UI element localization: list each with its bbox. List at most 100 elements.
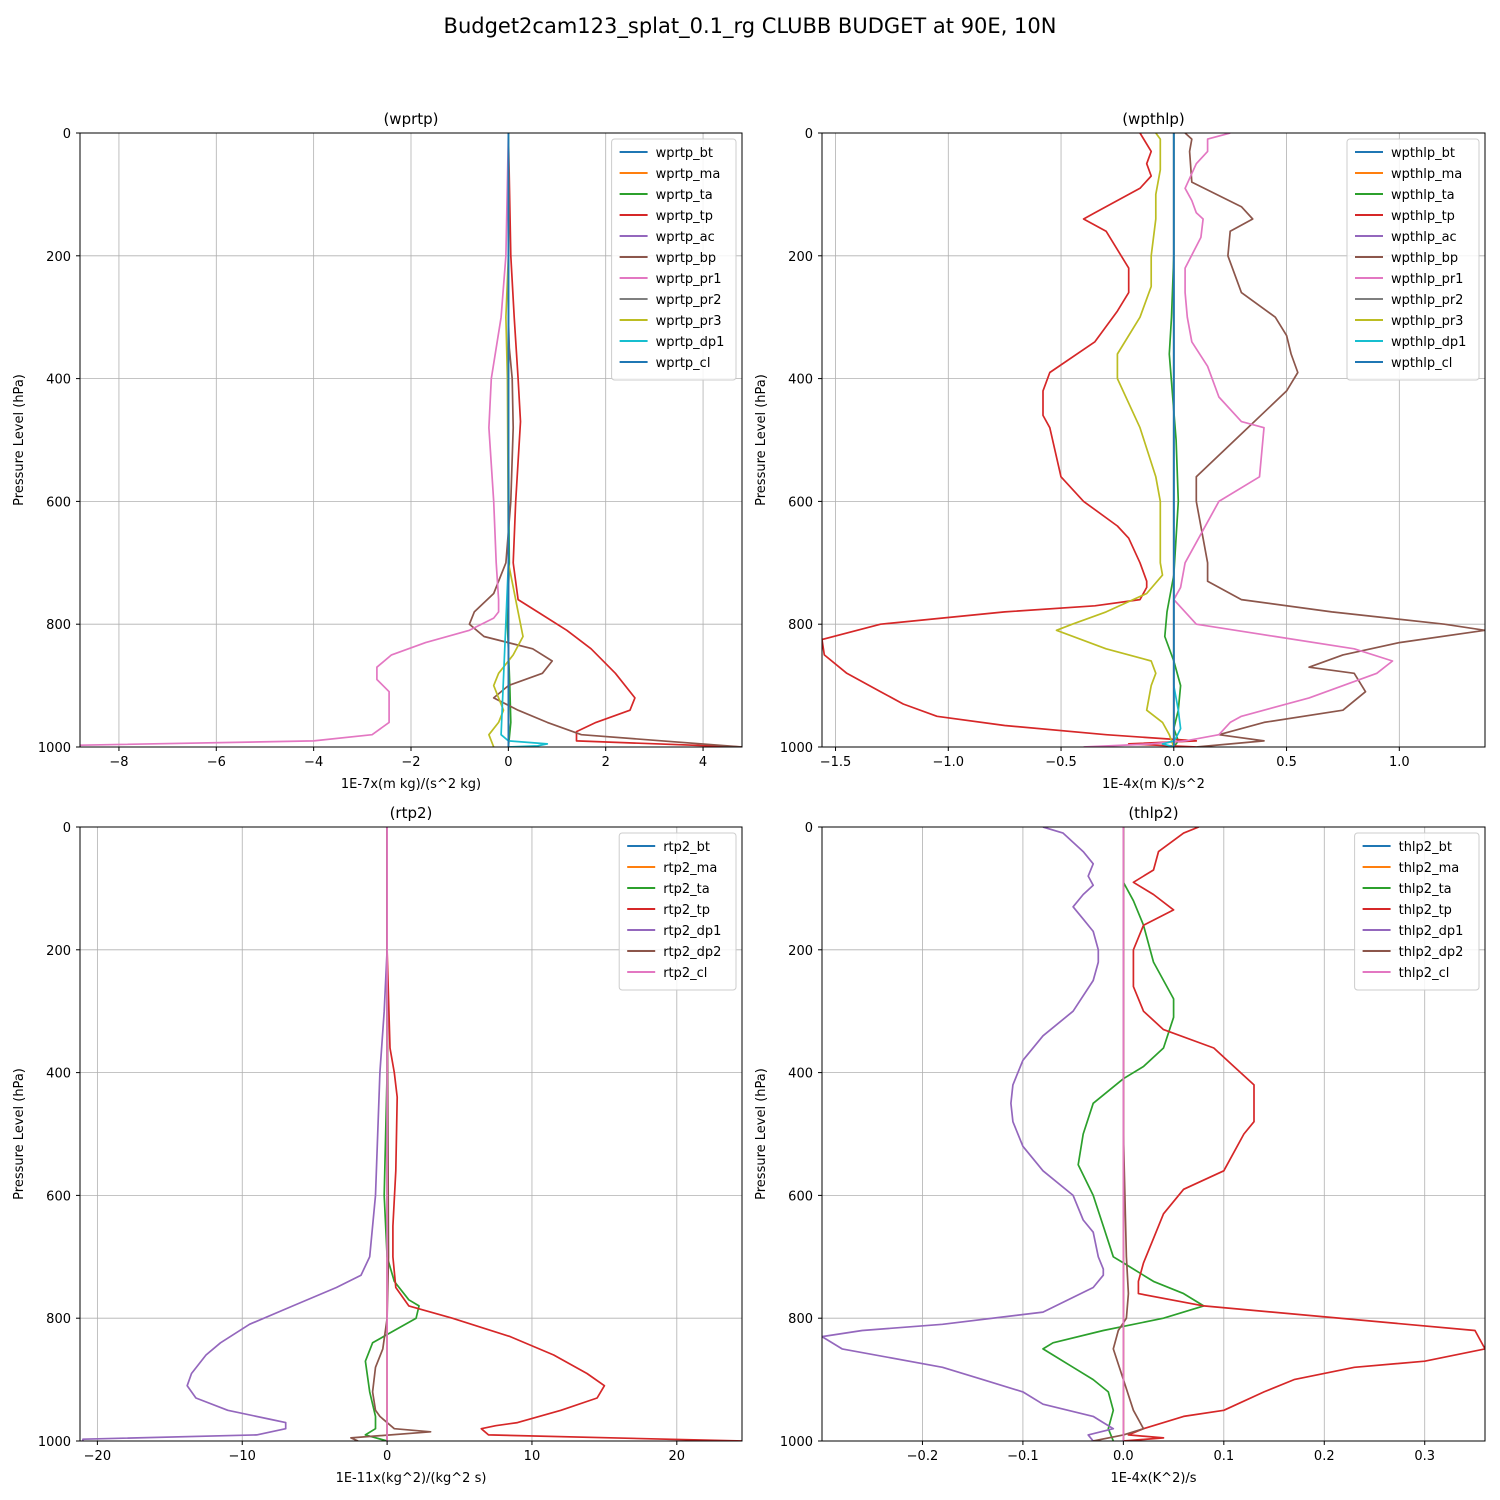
series-line-wpthlp_ta	[1163, 133, 1182, 747]
legend-label: wpthlp_bp	[1391, 251, 1458, 266]
series-line-wpthlp_pr3	[1055, 133, 1175, 747]
legend-label: wprtp_dp1	[656, 335, 725, 350]
y-tick-label: 800	[788, 618, 813, 633]
panel-title: (rtp2)	[390, 804, 433, 822]
x-tick-label: −0.1	[1007, 1449, 1039, 1464]
legend-label: thlp2_tp	[1399, 903, 1452, 918]
legend-label: wpthlp_tp	[1391, 209, 1455, 224]
legend: wprtp_bt wprtp_ma wprtp_ta wprtp_tp wprtp_ac…	[611, 138, 737, 381]
series-line-wprtp_bp	[468, 133, 742, 747]
x-tick-label: −2	[401, 755, 420, 770]
legend-label: wpthlp_bt	[1391, 146, 1455, 161]
x-tick-label: −0.5	[1045, 755, 1077, 770]
axes-frame	[821, 826, 1486, 1442]
x-tick-label: −4	[304, 755, 323, 770]
panel-title: (thlp2)	[1128, 804, 1178, 822]
series-line-wprtp_tp	[507, 133, 742, 747]
x-axis-label: 1E-4x(m K)/s^2	[1102, 777, 1205, 792]
panel-rtp2: −20 −10 0 10 2002004006008001000(rtp2)1E-11x…	[12, 804, 743, 1486]
x-tick-label: 0.1	[1213, 1449, 1234, 1464]
series-line-wprtp_pr1	[80, 133, 510, 747]
legend-label: thlp2_ta	[1399, 882, 1452, 897]
y-tick-label: 400	[46, 373, 71, 388]
legend-label: rtp2_cl	[663, 966, 707, 981]
panel-title: (wprtp)	[383, 110, 438, 128]
legend-label: wpthlp_pr3	[1391, 314, 1463, 329]
x-tick-label: −1.5	[820, 755, 852, 770]
legend-label: wpthlp_pr2	[1391, 293, 1463, 308]
y-axis-label: Pressure Level (hPa)	[12, 374, 27, 506]
series-line-wpthlp_tp	[822, 133, 1198, 747]
series-group	[822, 827, 1485, 1441]
series-line-wpthlp_pr1	[1083, 133, 1394, 747]
x-tick-label: −1.0	[932, 755, 964, 770]
y-tick-label: 600	[46, 495, 71, 510]
x-tick-label: −0.2	[907, 1449, 939, 1464]
legend-label: wprtp_ac	[656, 230, 715, 245]
y-tick-label: 1000	[38, 741, 71, 756]
legend: thlp2_bt thlp2_ma thlp2_ta thlp2_tp thlp2_dp…	[1354, 832, 1480, 991]
x-tick-label: −10	[229, 1449, 256, 1464]
x-tick-label: −20	[84, 1449, 111, 1464]
x-axis-label: 1E-7x(m kg)/(s^2 kg)	[341, 777, 481, 792]
series-line-rtp2_tp	[386, 827, 742, 1441]
y-tick-label: 600	[788, 495, 813, 510]
series-line-thlp2_dp1	[822, 827, 1115, 1441]
x-tick-label: 1.0	[1389, 755, 1410, 770]
legend-label: wpthlp_ma	[1391, 167, 1462, 182]
x-tick-label: 10	[524, 1449, 541, 1464]
y-tick-label: 0	[805, 127, 813, 142]
y-tick-label: 400	[46, 1067, 71, 1082]
series-line-rtp2_dp1	[82, 827, 388, 1441]
series-line-wprtp_pr3	[488, 133, 524, 747]
y-tick-label: 0	[63, 127, 71, 142]
legend: wpthlp_bt wpthlp_ma wpthlp_ta wpthlp_tpwpth…	[1346, 138, 1480, 381]
y-tick-label: 600	[46, 1189, 71, 1204]
legend-label: wpthlp_ta	[1391, 188, 1455, 203]
x-tick-label: 0.5	[1276, 755, 1297, 770]
y-tick-label: 600	[788, 1189, 813, 1204]
series-line-thlp2_ta	[1042, 827, 1205, 1441]
y-tick-label: 200	[788, 944, 813, 959]
panel-wpthlp: −1.5 −1.0 −0.5 0.0 0.5 1.0 0 200 400 600 800 1000 (w…	[754, 110, 1486, 792]
y-tick-label: 0	[63, 821, 71, 836]
y-tick-label: 200	[788, 250, 813, 265]
panel-thlp2: −0.2 −0.1 0.0 0.1 0.2 0.3 0 200 400 600 800 1000 (th…	[754, 804, 1486, 1486]
axes-frame	[79, 826, 743, 1442]
x-tick-label: 0	[504, 755, 512, 770]
legend-label: wpthlp_cl	[1391, 356, 1452, 371]
y-tick-label: 800	[788, 1312, 813, 1327]
series-line-wpthlp_bp	[1184, 133, 1485, 747]
figure-title: Budget2cam123_splat_0.1_rg CLUBB BUDGET …	[443, 14, 1057, 38]
legend-label: wprtp_pr3	[656, 314, 722, 329]
x-tick-label: −6	[207, 755, 226, 770]
y-axis-label: Pressure Level (hPa)	[12, 1068, 27, 1200]
legend-label: thlp2_dp2	[1399, 945, 1464, 960]
y-tick-label: 1000	[780, 1435, 813, 1450]
y-tick-label: 1000	[38, 1435, 71, 1450]
panel-wprtp: −8 −6 −4 −2 0 2 4 0 200 400 600 800 1000 (wprtp) 1E-7x…	[12, 110, 743, 792]
series-line-thlp2_dp2	[1093, 827, 1145, 1441]
legend-label: wpthlp_ac	[1391, 230, 1457, 245]
legend-label: thlp2_bt	[1399, 840, 1452, 855]
legend-label: rtp2_ta	[663, 882, 710, 897]
legend-label: wprtp_cl	[656, 356, 711, 371]
series-group	[822, 133, 1485, 747]
series-line-rtp2_dp2	[350, 827, 432, 1441]
x-axis-label: 1E-4x(K^2)/s	[1110, 1471, 1196, 1486]
panel-title: (wpthlp)	[1122, 110, 1185, 128]
y-axis-label: Pressure Level (hPa)	[754, 374, 769, 506]
legend-label: wpthlp_dp1	[1391, 335, 1466, 350]
legend-label: rtp2_dp2	[663, 945, 721, 960]
legend-label: thlp2_ma	[1399, 861, 1460, 876]
y-tick-label: 400	[788, 1067, 813, 1082]
legend-label: rtp2_ma	[663, 861, 717, 876]
series-group	[82, 827, 742, 1441]
legend-label: thlp2_dp1	[1399, 924, 1464, 939]
x-tick-label: 20	[669, 1449, 686, 1464]
series-line-thlp2_tp	[1123, 827, 1485, 1441]
series-line-rtp2_ta	[364, 827, 420, 1441]
x-tick-label: 0.0	[1113, 1449, 1134, 1464]
legend-label: wprtp_tp	[656, 209, 713, 224]
x-tick-label: 4	[699, 755, 707, 770]
